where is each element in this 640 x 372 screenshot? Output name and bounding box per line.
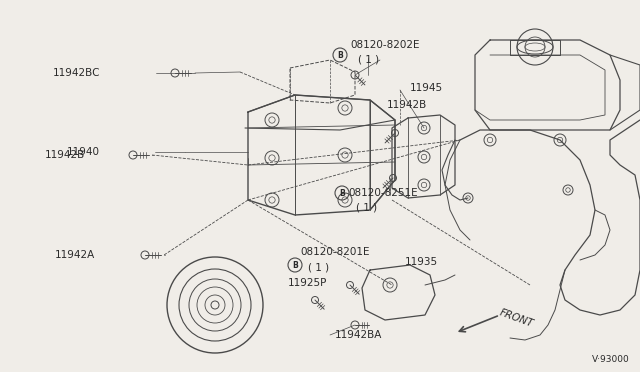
Text: ( 1 ): ( 1 ) <box>308 262 329 272</box>
Text: 11940: 11940 <box>67 147 100 157</box>
Text: 11942B: 11942B <box>387 100 428 110</box>
Text: 08120-8202E: 08120-8202E <box>350 40 419 50</box>
Text: FRONT: FRONT <box>499 307 535 329</box>
Text: B: B <box>339 189 345 198</box>
Text: 11942BC: 11942BC <box>52 68 100 78</box>
Text: 11925P: 11925P <box>288 278 328 288</box>
Text: B: B <box>292 260 298 269</box>
Text: 08120-8201E: 08120-8201E <box>300 247 369 257</box>
Text: 11942BA: 11942BA <box>335 330 382 340</box>
Text: B: B <box>337 51 343 60</box>
Text: 11942B: 11942B <box>45 150 85 160</box>
Text: 11942A: 11942A <box>55 250 95 260</box>
Text: ( 1 ): ( 1 ) <box>356 202 377 212</box>
Text: 11945: 11945 <box>410 83 443 93</box>
Text: V·93000: V·93000 <box>592 356 630 365</box>
Text: 11935: 11935 <box>405 257 438 267</box>
Text: ( 1 ): ( 1 ) <box>358 55 379 65</box>
Text: 08120-8251E: 08120-8251E <box>348 188 418 198</box>
